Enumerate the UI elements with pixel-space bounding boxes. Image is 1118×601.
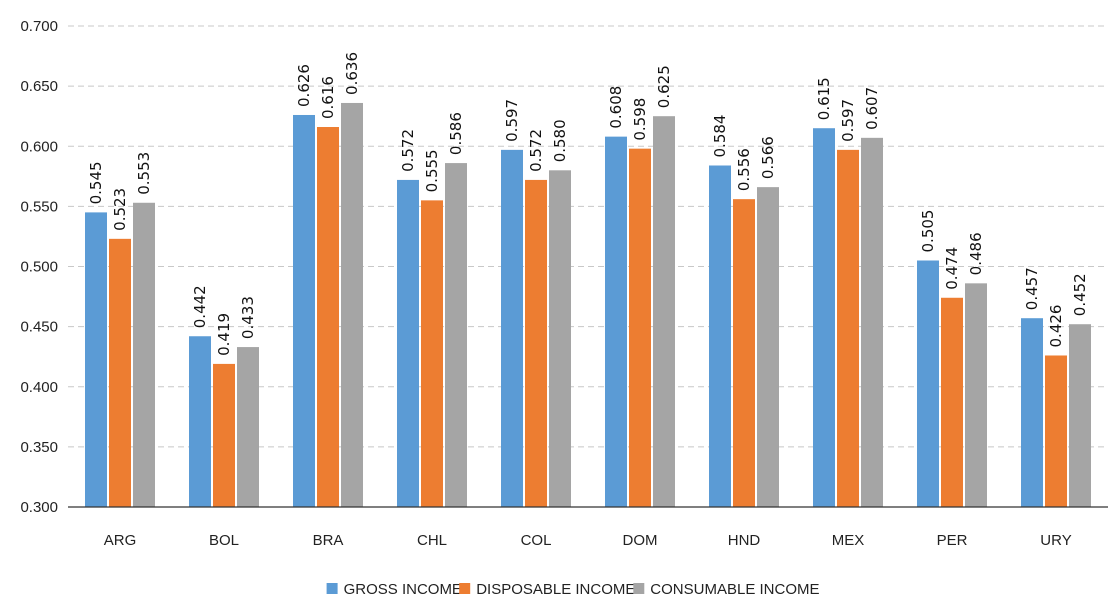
data-label: 0.607 (863, 87, 881, 130)
data-label: 0.626 (295, 64, 313, 107)
bar-consumable-income-mex (861, 137, 883, 507)
legend-label: CONSUMABLE INCOME (650, 581, 819, 598)
y-tick-label: 0.600 (20, 138, 58, 155)
bar-gross-income-bol (189, 336, 211, 507)
data-label: 0.580 (551, 119, 569, 162)
x-category-label: MEX (832, 532, 865, 549)
bar-consumable-income-hnd (757, 187, 779, 507)
bar-gross-income-ury (1021, 318, 1043, 507)
y-tick-label: 0.700 (20, 18, 58, 35)
bar-consumable-income-chl (445, 163, 467, 507)
data-label: 0.556 (735, 148, 753, 191)
data-label: 0.636 (343, 52, 361, 95)
x-category-label: ARG (104, 532, 137, 549)
data-label: 0.457 (1023, 267, 1041, 310)
bar-gross-income-bra (293, 114, 315, 508)
bar-consumable-income-per (965, 283, 987, 507)
data-label: 0.505 (919, 210, 937, 253)
y-tick-label: 0.400 (20, 379, 58, 396)
bar-gross-income-hnd (709, 165, 731, 508)
bar-gross-income-dom (605, 136, 627, 507)
bar-consumable-income-dom (653, 116, 675, 507)
bar-consumable-income-ury (1069, 324, 1091, 507)
data-label: 0.598 (631, 98, 649, 141)
data-label: 0.586 (447, 112, 465, 155)
x-category-label: BRA (313, 532, 344, 549)
data-label: 0.572 (399, 129, 417, 172)
legend-swatch (633, 583, 645, 594)
bar-consumable-income-bra (341, 102, 363, 508)
y-tick-label: 0.350 (20, 439, 58, 456)
bar-consumable-income-arg (133, 202, 155, 507)
bar-disposable-income-dom (629, 148, 651, 507)
legend-swatch (459, 583, 471, 594)
bar-disposable-income-bra (317, 127, 339, 507)
y-tick-label: 0.550 (20, 198, 58, 215)
bar-gross-income-chl (397, 179, 419, 508)
data-label: 0.608 (607, 86, 625, 129)
data-label: 0.545 (87, 161, 105, 204)
data-label: 0.426 (1047, 305, 1065, 348)
data-labels: 0.545 0.523 0.553 0.442 0.419 0.433 0.626 0.616… (87, 52, 1089, 356)
bar-gross-income-per (917, 260, 939, 507)
data-label: 0.452 (1071, 273, 1089, 316)
data-label: 0.433 (239, 296, 257, 339)
data-label: 0.566 (759, 136, 777, 179)
data-label: 0.419 (215, 313, 233, 356)
data-label: 0.474 (943, 247, 961, 290)
legend-label: DISPOSABLE INCOME (476, 581, 635, 598)
data-label: 0.555 (423, 149, 441, 192)
y-axis-ticks: 0.300 0.350 0.400 0.450 0.500 0.550 0.600 0.650… (20, 18, 58, 516)
bar-disposable-income-hnd (733, 199, 755, 507)
x-category-label: BOL (209, 532, 239, 549)
x-category-label: DOM (623, 532, 658, 549)
data-label: 0.553 (135, 152, 153, 195)
legend-swatch (326, 583, 338, 594)
bar-gross-income-mex (813, 128, 835, 507)
y-tick-label: 0.300 (20, 499, 58, 516)
bar-disposable-income-bol (213, 363, 235, 507)
data-label: 0.616 (319, 76, 337, 119)
bar-consumable-income-col (549, 170, 571, 508)
legend: GROSS INCOME DISPOSABLE INCOME CONSUMABLE … (326, 581, 820, 598)
bar-gross-income-col (501, 149, 523, 508)
bar-disposable-income-col (525, 179, 547, 508)
y-tick-label: 0.450 (20, 319, 58, 336)
data-label: 0.597 (503, 99, 521, 142)
bar-consumable-income-bol (237, 347, 259, 507)
bar-gross-income-arg (85, 212, 107, 507)
x-category-label: CHL (417, 532, 447, 549)
data-label: 0.486 (967, 232, 985, 275)
data-label: 0.584 (711, 115, 729, 158)
data-label: 0.597 (839, 99, 857, 142)
x-category-label: HND (728, 532, 761, 549)
bar-disposable-income-per (941, 297, 963, 507)
bar-disposable-income-mex (837, 149, 859, 508)
data-label: 0.442 (191, 285, 209, 328)
legend-label: GROSS INCOME (344, 581, 462, 598)
bar-disposable-income-chl (421, 200, 443, 508)
x-axis-categories: ARG BOL BRA CHL COL DOM HND MEX PER URY (104, 532, 1072, 549)
y-tick-label: 0.500 (20, 259, 58, 276)
bar-disposable-income-ury (1045, 355, 1067, 507)
data-label: 0.523 (111, 188, 129, 231)
x-category-label: COL (521, 532, 552, 549)
bar-disposable-income-arg (109, 238, 131, 507)
data-label: 0.572 (527, 129, 545, 172)
data-label: 0.625 (655, 65, 673, 108)
x-category-label: URY (1040, 532, 1071, 549)
y-tick-label: 0.650 (20, 78, 58, 95)
bars (85, 102, 1091, 508)
data-label: 0.615 (815, 77, 833, 120)
x-category-label: PER (937, 532, 968, 549)
